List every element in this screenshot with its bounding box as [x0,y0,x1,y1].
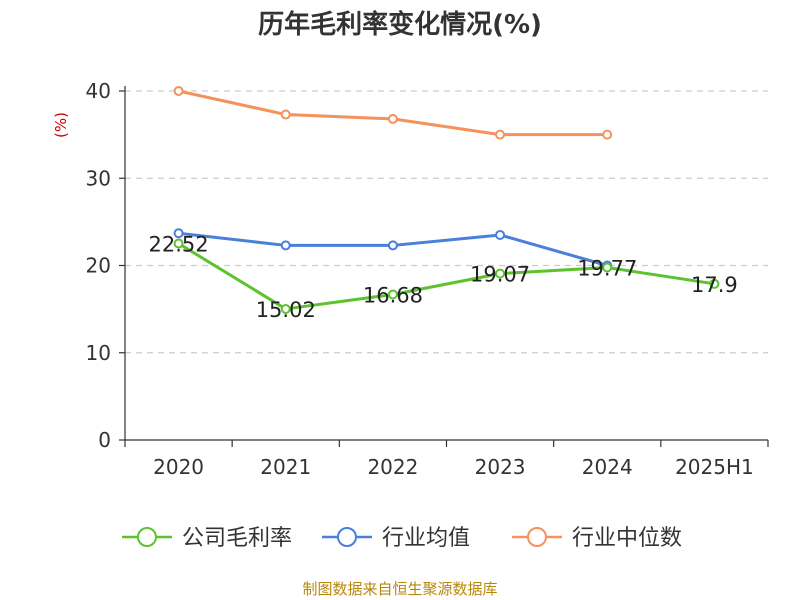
series-2-point-0 [173,86,184,96]
y-axis-unit: (%) [52,112,70,138]
legend-marker-1 [337,527,357,547]
legend-label-2: 行业中位数 [572,526,682,551]
series-2-point-3 [495,129,506,140]
x-tick-label-3: 2023 [475,455,526,479]
x-tick-label-5: 2025H1 [675,455,754,479]
y-tick-label-0: 0 [98,428,111,452]
legend-label-1: 行业均值 [382,526,470,551]
series-1-point-3 [495,229,506,240]
series-0-point-1 [280,303,291,314]
x-tick-label-2: 2022 [367,455,418,479]
legend-item-1[interactable]: 行业均值 [322,526,470,551]
data-label-0: 22.52 [149,233,209,257]
data-label-4: 19.77 [577,257,637,281]
y-tick-label-4: 40 [86,79,111,103]
data-label-1: 15.02 [256,298,316,322]
series-2-point-1 [280,109,291,120]
series-0-point-2 [387,289,398,300]
series-1-point-0 [173,228,184,239]
legend-label-0: 公司毛利率 [182,526,292,551]
data-label-5: 17.9 [691,273,738,297]
series-line-2 [178,89,608,137]
x-tick-label-4: 2024 [582,455,633,479]
series-0-point-5 [709,278,720,289]
series-0-point-3 [495,268,506,279]
legend-item-2[interactable]: 行业中位数 [512,526,682,551]
series-1-point-2 [387,240,398,251]
chart-title: 历年毛利率变化情况(%) [258,9,542,40]
series-group [173,86,720,314]
x-tick-label-0: 2020 [153,455,204,479]
axes: 0 10 20 30 40 2020 2021 2022 2023 2024 2025H1 [86,79,769,479]
series-line-0 [177,242,715,311]
data-labels: 22.52 15.02 16.68 19.07 19.77 17.9 [149,233,738,322]
source-note: 制图数据来自恒生聚源数据库 [302,580,497,598]
y-tick-label-3: 30 [86,166,111,190]
x-tick-label-1: 2021 [260,455,311,479]
series-1-point-1 [280,240,291,251]
series-2-point-2 [387,113,398,124]
legend[interactable]: 公司毛利率 行业均值 行业中位数 [122,526,682,551]
grid-lines [125,90,768,354]
legend-marker-0 [137,527,157,547]
data-label-3: 19.07 [470,263,530,287]
legend-marker-2 [527,527,547,547]
series-0-point-0 [173,238,184,249]
data-label-2: 16.68 [363,283,423,307]
series-2-point-4 [602,129,613,140]
legend-item-0[interactable]: 公司毛利率 [122,526,292,551]
y-tick-label-2: 20 [86,254,111,278]
series-0-point-4 [602,262,613,273]
y-tick-label-1: 10 [86,341,111,365]
